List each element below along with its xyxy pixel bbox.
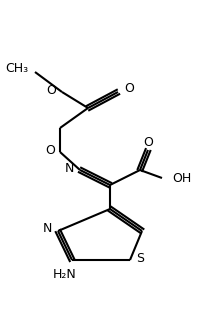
Text: O: O [124, 81, 134, 94]
Text: N: N [65, 161, 74, 174]
Text: CH₃: CH₃ [5, 62, 28, 74]
Text: O: O [143, 136, 153, 150]
Text: N: N [43, 221, 52, 235]
Text: OH: OH [172, 172, 191, 184]
Text: O: O [45, 144, 55, 156]
Text: H₂N: H₂N [53, 269, 77, 281]
Text: S: S [136, 252, 144, 264]
Text: O: O [46, 84, 56, 96]
